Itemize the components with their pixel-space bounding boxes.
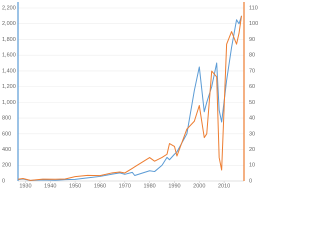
x-tick-label: 2000	[193, 183, 205, 189]
y2-tick-label: 100	[249, 21, 258, 27]
x-tick-label: 2010	[218, 183, 230, 189]
y2-tick-label: 10	[249, 163, 255, 169]
y-tick-label: 2,200	[2, 5, 16, 11]
y-tick-label: 0	[2, 178, 5, 184]
chart: 02004006008001,0001,2001,4001,6001,8002,…	[2, 2, 258, 189]
y-tick-label: 1,800	[2, 37, 16, 43]
y-tick-label: 1,200	[2, 84, 16, 90]
y2-tick-label: 60	[249, 84, 255, 90]
x-tick-label: 1970	[119, 183, 131, 189]
y-tick-label: 1,400	[2, 68, 16, 74]
x-tick-label: 1930	[19, 183, 31, 189]
y-tick-label: 1,000	[2, 100, 16, 106]
y2-tick-label: 40	[249, 116, 255, 122]
y-tick-label: 400	[2, 147, 11, 153]
x-tick-label: 1950	[69, 183, 81, 189]
y2-tick-label: 70	[249, 68, 255, 74]
x-tick-label: 1980	[144, 183, 156, 189]
y-tick-label: 2,000	[2, 21, 16, 27]
y2-tick-label: 0	[249, 178, 252, 184]
y2-tick-label: 50	[249, 100, 255, 106]
series-line	[17, 15, 242, 181]
y2-tick-label: 20	[249, 147, 255, 153]
y-tick-label: 200	[2, 163, 11, 169]
y2-tick-label: 80	[249, 53, 255, 59]
y2-tick-label: 110	[249, 5, 258, 11]
x-tick-label: 1990	[168, 183, 180, 189]
y2-tick-label: 30	[249, 131, 255, 137]
x-tick-label: 1960	[94, 183, 106, 189]
y-tick-label: 800	[2, 116, 11, 122]
y-tick-label: 1,600	[2, 53, 16, 59]
x-tick-label: 1940	[44, 183, 56, 189]
y-tick-label: 600	[2, 131, 11, 137]
y2-tick-label: 90	[249, 37, 255, 43]
series-line	[17, 15, 243, 181]
